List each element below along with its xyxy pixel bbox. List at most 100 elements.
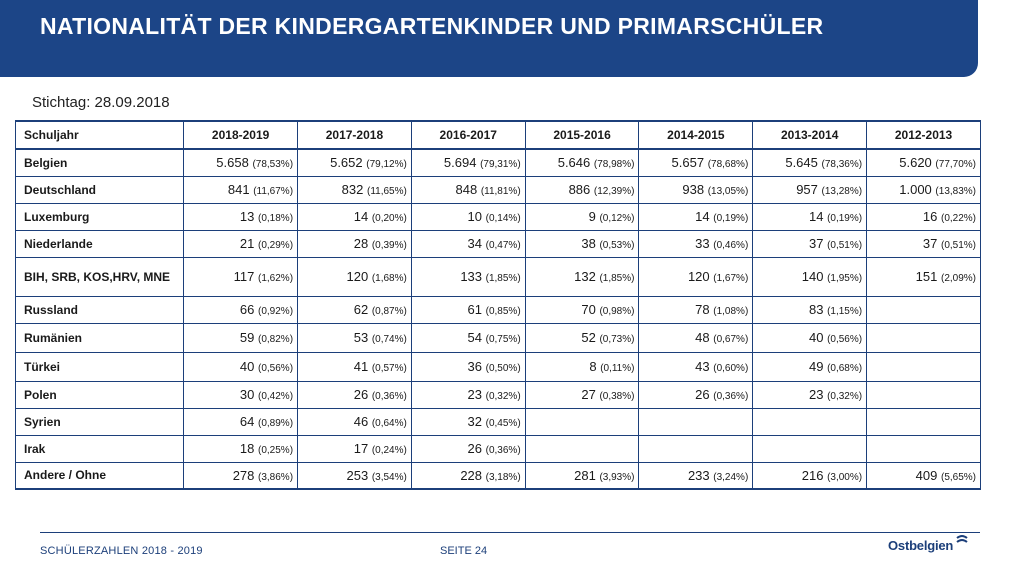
cell-percentage: (1,15%) bbox=[827, 306, 863, 317]
table-cell: 64 (0,89%) bbox=[183, 407, 299, 436]
table-cell: 48 (0,67%) bbox=[638, 322, 754, 353]
table-cell: 26 (0,36%) bbox=[297, 380, 412, 409]
cell-count: 64 bbox=[239, 414, 255, 429]
cell-count: 43 bbox=[695, 359, 710, 374]
cell-count: 841 bbox=[227, 182, 250, 197]
row-label: Belgien bbox=[14, 148, 185, 177]
cell-percentage: (0,67%) bbox=[713, 334, 749, 345]
table-cell: 32 (0,45%) bbox=[410, 407, 526, 436]
cell-count: 133 bbox=[460, 269, 483, 284]
table-cell bbox=[752, 407, 868, 436]
cell-count: 26 bbox=[353, 387, 369, 402]
table-cell: 1.000 (13,83%) bbox=[866, 175, 981, 204]
table-cell: 78 (1,08%) bbox=[638, 295, 754, 324]
cell-percentage: (0,36%) bbox=[371, 391, 407, 402]
cell-percentage: (78,36%) bbox=[821, 159, 863, 171]
cell-percentage: (0,22%) bbox=[940, 213, 976, 224]
table-cell: 253 (3,54%) bbox=[297, 461, 412, 490]
cell-percentage: (0,46%) bbox=[713, 240, 749, 251]
table-row: BIH, SRB, KOS,HRV, MNE 117 (1,62%) 120 (1,… bbox=[14, 256, 981, 297]
cell-count: 216 bbox=[801, 467, 824, 483]
table-cell: 409 (5,65%) bbox=[866, 461, 981, 490]
table-row: Niederlande 21 (0,29%) 28 (0,39%) 34 (0,47%… bbox=[14, 229, 981, 258]
row-label: Russland bbox=[14, 295, 185, 324]
cell-percentage: (0,85%) bbox=[485, 306, 521, 317]
table-cell: 17 (0,24%) bbox=[297, 434, 412, 463]
cell-count: 938 bbox=[682, 182, 705, 197]
cell-percentage: (12,39%) bbox=[593, 186, 635, 197]
table-row: Luxemburg 13 (0,18%) 14 (0,20%) 10 (0,14%) 9… bbox=[14, 202, 981, 231]
table-cell: 938 (13,05%) bbox=[638, 175, 754, 204]
table-cell: 83 (1,15%) bbox=[752, 295, 868, 324]
table-row: Türkei 40 (0,56%) 41 (0,57%) 36 (0,50%) 8 (0… bbox=[14, 351, 981, 382]
row-label: Deutschland bbox=[14, 175, 185, 204]
cell-count: 48 bbox=[695, 330, 710, 345]
table-cell: 5.620 (77,70%) bbox=[866, 148, 981, 177]
cell-percentage: (3,93%) bbox=[599, 471, 635, 483]
cell-percentage: (0,56%) bbox=[258, 363, 294, 374]
cell-count: 27 bbox=[581, 387, 596, 402]
cell-count: 14 bbox=[695, 209, 710, 224]
row-label: Luxemburg bbox=[14, 202, 185, 231]
cell-count: 83 bbox=[808, 302, 824, 317]
cell-percentage: (0,39%) bbox=[371, 240, 407, 251]
cell-count: 120 bbox=[346, 269, 369, 284]
cell-percentage: (1,67%) bbox=[713, 273, 749, 284]
table-cell: 26 (0,36%) bbox=[638, 380, 754, 409]
table-row: Rumänien 59 (0,82%) 53 (0,74%) 54 (0,75%) 52… bbox=[14, 322, 981, 353]
cell-count: 59 bbox=[239, 330, 255, 345]
cell-percentage: (0,89%) bbox=[258, 418, 294, 429]
table-cell bbox=[866, 380, 981, 409]
table-cell bbox=[866, 322, 981, 353]
cell-count: 38 bbox=[581, 236, 596, 251]
cell-count: 53 bbox=[353, 330, 369, 345]
cell-percentage: (0,25%) bbox=[258, 445, 294, 456]
cell-percentage: (0,38%) bbox=[599, 391, 635, 402]
table-cell: 14 (0,19%) bbox=[752, 202, 868, 231]
cell-count: 34 bbox=[467, 236, 483, 251]
cell-count: 5.646 bbox=[557, 155, 591, 171]
cell-count: 40 bbox=[808, 330, 824, 345]
cell-percentage: (0,98%) bbox=[599, 306, 635, 317]
cell-count: 151 bbox=[915, 269, 938, 284]
cell-count: 30 bbox=[239, 387, 255, 402]
table-cell: 5.652 (79,12%) bbox=[297, 148, 412, 177]
cell-percentage: (3,18%) bbox=[485, 471, 521, 483]
cell-count: 281 bbox=[574, 467, 596, 483]
row-label: Niederlande bbox=[14, 229, 185, 258]
cell-percentage: (0,19%) bbox=[827, 213, 863, 224]
cell-percentage: (11,67%) bbox=[253, 186, 294, 197]
table-cell: 36 (0,50%) bbox=[410, 351, 526, 382]
cell-count: 253 bbox=[346, 467, 369, 483]
table-cell: 278 (3,86%) bbox=[183, 461, 299, 490]
cell-count: 132 bbox=[574, 269, 596, 284]
table-cell: 49 (0,68%) bbox=[752, 351, 868, 382]
table-cell: 841 (11,67%) bbox=[183, 175, 299, 204]
cell-count: 13 bbox=[239, 209, 255, 224]
cell-count: 26 bbox=[695, 387, 710, 402]
cell-count: 61 bbox=[467, 302, 483, 317]
cell-count: 32 bbox=[467, 414, 483, 429]
cell-count: 26 bbox=[467, 441, 483, 456]
cell-count: 37 bbox=[808, 236, 824, 251]
cell-count: 886 bbox=[568, 182, 591, 197]
cell-count: 5.658 bbox=[216, 155, 249, 171]
cell-percentage: (0,11%) bbox=[600, 363, 635, 374]
table-cell: 957 (13,28%) bbox=[752, 175, 868, 204]
cell-percentage: (0,51%) bbox=[827, 240, 863, 251]
cell-percentage: (0,47%) bbox=[485, 240, 521, 251]
table-cell: 62 (0,87%) bbox=[297, 295, 412, 324]
cell-count: 9 bbox=[588, 209, 596, 224]
cell-count: 52 bbox=[581, 330, 596, 345]
cell-count: 5.657 bbox=[671, 155, 705, 171]
cell-count: 28 bbox=[353, 236, 369, 251]
cell-count: 23 bbox=[467, 387, 483, 402]
cell-count: 10 bbox=[467, 209, 483, 224]
title-bar: NATIONALITÄT DER KINDERGARTENKINDER UND … bbox=[0, 0, 978, 77]
table-cell: 28 (0,39%) bbox=[297, 229, 412, 258]
table-cell: 38 (0,53%) bbox=[524, 229, 640, 258]
cell-percentage: (13,83%) bbox=[935, 186, 976, 197]
cell-percentage: (0,36%) bbox=[485, 445, 521, 456]
cell-count: 16 bbox=[922, 209, 938, 224]
cell-percentage: (3,86%) bbox=[258, 471, 294, 483]
